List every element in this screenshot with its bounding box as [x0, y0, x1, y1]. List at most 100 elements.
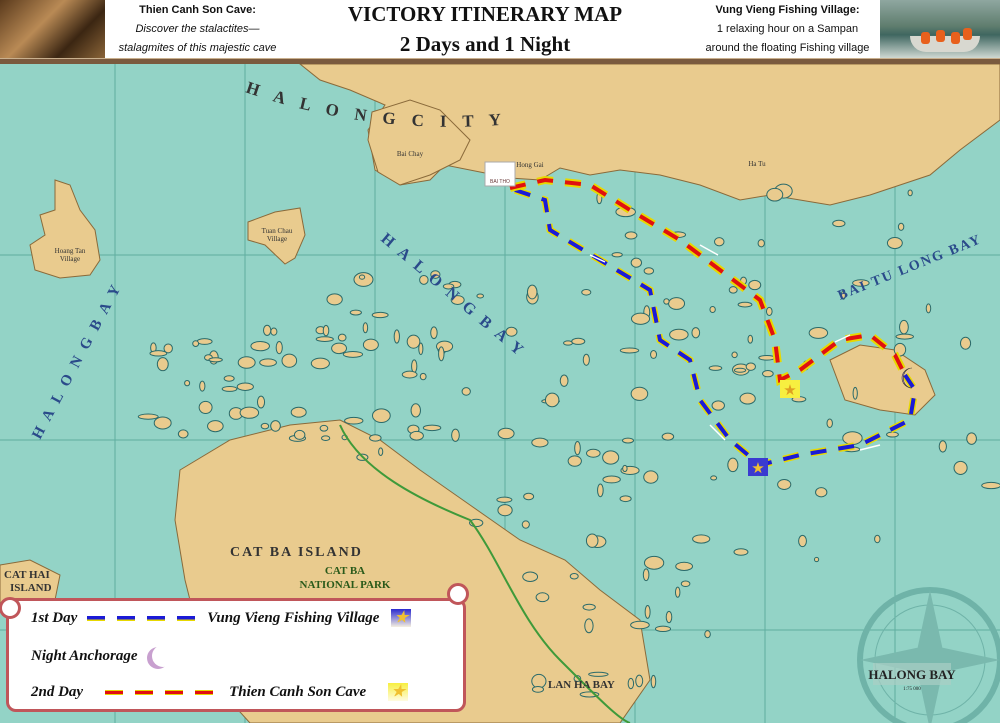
islet: [680, 580, 691, 588]
islet: [522, 571, 539, 582]
islet: [275, 341, 283, 355]
islet: [208, 357, 223, 363]
islet: [630, 257, 643, 268]
islet: [691, 327, 701, 339]
red-dash-icon: [135, 689, 154, 695]
islet: [293, 429, 306, 440]
islet: [953, 460, 968, 475]
blue-star-icon: ★: [391, 609, 412, 627]
islet: [505, 326, 518, 337]
cave-photo: [0, 0, 105, 58]
vung-vieng-star-icon[interactable]: [748, 458, 768, 476]
islet: [409, 430, 424, 441]
islet: [372, 408, 391, 424]
islet: [567, 455, 582, 467]
islet: [256, 395, 266, 409]
islet: [663, 298, 670, 305]
person-shape: [963, 28, 972, 40]
islet: [642, 568, 650, 582]
islet: [748, 279, 762, 291]
islet: [675, 561, 694, 571]
islet: [196, 338, 213, 345]
islet: [630, 312, 651, 325]
islet: [559, 374, 569, 387]
route-day1[interactable]: [513, 186, 919, 469]
islet: [259, 358, 277, 367]
islet: [938, 440, 947, 453]
islet: [832, 219, 846, 228]
legend-day2: 2nd Day Thien Canh Son Cave ★: [31, 683, 409, 701]
islet: [709, 305, 716, 314]
islet: [430, 326, 438, 340]
cartouche-bg: [873, 663, 951, 685]
cat-ba-national-park-label-2: NATIONAL PARK: [300, 579, 391, 591]
islet: [571, 337, 586, 345]
islet: [237, 356, 256, 369]
islet: [349, 309, 362, 316]
blue-dash-icon: [87, 615, 106, 621]
islet: [733, 548, 749, 556]
islet: [239, 406, 260, 419]
red-dash-icon: [105, 689, 124, 695]
legend-day1: 1st Day Vung Vieng Fishing Village ★: [31, 609, 412, 627]
cave-caption-line2: stalagmites of this majestic cave: [118, 42, 277, 54]
islet: [250, 340, 270, 352]
islet: [337, 333, 347, 342]
islet: [569, 573, 579, 580]
islet: [406, 334, 421, 349]
islet: [270, 420, 281, 432]
person-shape: [951, 32, 960, 44]
islet: [497, 427, 515, 440]
person-shape: [921, 32, 930, 44]
islet: [966, 432, 977, 445]
islet: [521, 520, 530, 529]
islet: [711, 400, 725, 411]
islet: [184, 379, 191, 387]
islet: [371, 311, 389, 319]
map-subtitle: 2 Days and 1 Night: [399, 32, 571, 56]
islet: [650, 674, 657, 689]
islet: [260, 422, 270, 430]
yellow-star-icon: ★: [388, 683, 409, 701]
thien-canh-son-star-icon[interactable]: [780, 380, 800, 398]
red-dash-icon: [195, 689, 214, 695]
legend-night-label: Night Anchorage: [31, 647, 138, 664]
red-dash-icon: [165, 689, 184, 695]
islet: [450, 295, 465, 305]
islet: [223, 375, 235, 382]
islet: [153, 416, 172, 430]
islet: [401, 370, 418, 379]
header-divider: [0, 58, 1000, 65]
islet: [643, 267, 655, 275]
islet: [461, 387, 471, 396]
person-shape: [936, 30, 945, 42]
islet: [263, 324, 272, 336]
scroll-curl-decoration: [447, 583, 469, 605]
islet: [611, 252, 623, 258]
islet: [156, 357, 169, 372]
islet: [665, 610, 673, 624]
islet: [531, 685, 545, 693]
islet: [635, 674, 644, 688]
legend-day2-destination: Thien Canh Son Cave: [229, 683, 367, 700]
islet: [281, 353, 298, 368]
route-day2[interactable]: [509, 175, 909, 387]
islet: [643, 470, 659, 484]
sampan-photo: [880, 0, 1000, 58]
islet: [650, 350, 658, 359]
islet: [563, 340, 574, 346]
islet: [897, 222, 905, 231]
islet: [496, 496, 513, 503]
islet: [451, 428, 460, 442]
islet: [907, 189, 913, 197]
islet: [766, 187, 784, 202]
islet: [422, 424, 442, 432]
islet: [643, 555, 665, 570]
islet: [704, 630, 711, 639]
village-caption: Vung Vieng Fishing Village: 1 relaxing h…: [695, 0, 880, 58]
islet: [430, 270, 441, 279]
night-anchorage-moon-icon[interactable]: [901, 367, 913, 389]
cave-caption: Thien Canh Son Cave: Discover the stalac…: [105, 0, 290, 58]
islet: [852, 386, 858, 400]
islet: [344, 416, 364, 425]
